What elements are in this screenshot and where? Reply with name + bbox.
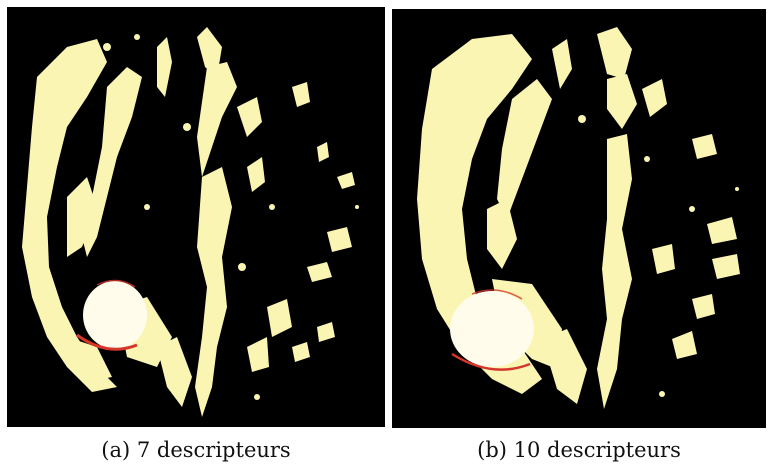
segmentation-image-a [7, 7, 385, 427]
segmentation-map-a [22, 27, 359, 417]
caption-a: (a) 7 descripteurs [101, 438, 291, 462]
segmentation-image-b [392, 9, 766, 428]
segmentation-map-b [417, 27, 740, 409]
caption-b: (b) 10 descripteurs [477, 438, 681, 462]
